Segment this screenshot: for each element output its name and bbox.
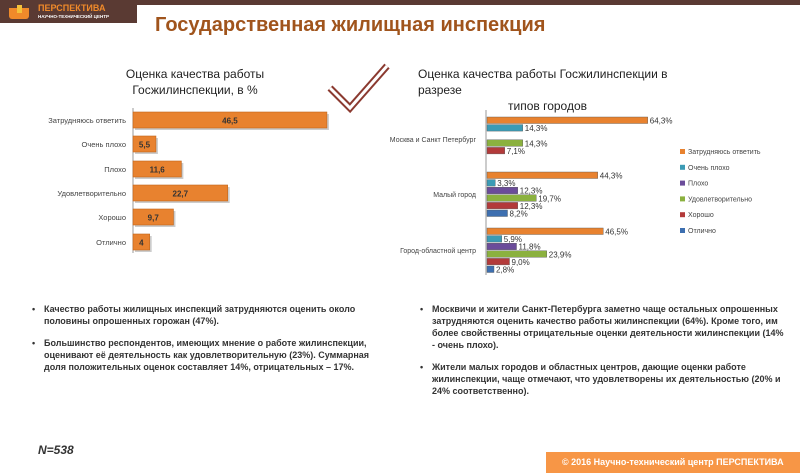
category-label: Город-областной центр [400, 247, 476, 255]
data-label: 8,2% [510, 210, 528, 219]
bar [486, 116, 648, 124]
bar [486, 171, 598, 179]
legend-swatch [680, 149, 685, 154]
legend-swatch [680, 212, 685, 218]
category-label: Хорошо [98, 213, 126, 222]
legend-swatch [680, 228, 685, 233]
category-label: Малый город [433, 191, 476, 199]
logo: ПЕРСПЕКТИВА НАУЧНО-ТЕХНИЧЕСКИЙ ЦЕНТР [0, 0, 137, 23]
data-label: 23,9% [549, 250, 572, 259]
title-line: Оценка качества работы [125, 67, 265, 81]
data-label: 46,5% [605, 228, 628, 237]
data-label: 9,7 [148, 214, 160, 223]
category-label: Удовлетворительно [57, 189, 126, 198]
data-label: 12,3% [520, 202, 543, 211]
legend-label: Хорошо [688, 212, 714, 219]
data-label: 14,3% [525, 139, 548, 148]
bar [132, 233, 150, 251]
logo-icon [9, 5, 29, 19]
bar [486, 258, 510, 266]
data-label: 11,6 [150, 166, 166, 175]
title-line: Оценка качества работы Госжилинспекции в… [418, 67, 668, 97]
data-label: 64,3% [650, 117, 673, 126]
bar [486, 250, 547, 258]
data-label: 4 [139, 239, 144, 248]
sample-size: N=538 [38, 443, 74, 457]
data-label: 3,3% [497, 179, 515, 188]
category-label: Затрудняюсь ответить [48, 116, 126, 125]
category-label: Москва и Санкт Петербург [390, 136, 477, 144]
bar [486, 147, 505, 155]
bar [132, 160, 182, 178]
category-label: Плохо [104, 165, 126, 174]
logo-subtitle: НАУЧНО-ТЕХНИЧЕСКИЙ ЦЕНТР [38, 14, 109, 19]
legend-swatch [680, 180, 685, 186]
right-chart-title: Оценка качества работы Госжилинспекции в… [400, 66, 700, 114]
category-label: Отлично [96, 238, 126, 247]
bar [132, 208, 174, 226]
bar [486, 139, 523, 147]
title-line: Госжилинспекции, в % [132, 83, 258, 97]
bar [486, 209, 508, 217]
data-label: 7,1% [507, 147, 525, 156]
bullet-text: Москвичи и жители Санкт-Петербурга замет… [418, 303, 788, 351]
footer: © 2016 Научно-технический центр ПЕРСПЕКТ… [546, 452, 800, 473]
bar [132, 184, 228, 202]
left-chart-title: Оценка качества работы Госжилинспекции, … [105, 66, 285, 98]
data-label: 5,9% [504, 235, 522, 244]
data-label: 2,8% [496, 266, 514, 275]
bullet-text: Жители малых городов и областных центров… [418, 361, 788, 397]
title-line: типов городов [508, 99, 588, 113]
bar [486, 186, 518, 194]
bar [486, 124, 523, 132]
legend-label: Удовлетворительно [688, 196, 752, 203]
bullet-text: Качество работы жилищных инспекций затру… [30, 303, 380, 327]
data-label: 11,8% [519, 243, 541, 252]
data-label: 14,3% [525, 124, 548, 133]
data-label: 44,3% [600, 172, 623, 181]
bar [486, 202, 518, 210]
bar [486, 235, 502, 243]
legend-swatch [680, 196, 685, 202]
top-bar [0, 0, 800, 5]
bar [486, 227, 604, 235]
page-title: Государственная жилищная инспекция [155, 14, 546, 36]
bullet-text: Большинство респондентов, имеющих мнение… [30, 337, 380, 373]
legend-label: Отлично [688, 228, 716, 235]
checkmark-icon [327, 63, 390, 114]
bar [132, 111, 328, 129]
legend-label: Очень плохо [688, 165, 730, 172]
data-label: 12,3% [520, 187, 543, 196]
data-label: 9,0% [512, 258, 530, 267]
right-text: Москвичи и жители Санкт-Петербурга замет… [418, 303, 788, 407]
data-label: 46,5 [222, 117, 238, 126]
legend-label: Затрудняюсь ответить [688, 149, 761, 156]
bar [486, 265, 495, 273]
bar [132, 135, 157, 153]
data-label: 19,7% [538, 194, 561, 203]
legend-swatch [680, 164, 685, 170]
bar [486, 242, 517, 250]
legend-label: Плохо [688, 181, 708, 188]
left-text: Качество работы жилищных инспекций затру… [30, 303, 380, 383]
data-label: 5,5 [139, 141, 151, 150]
data-label: 22,7 [173, 190, 189, 199]
category-label: Очень плохо [82, 140, 127, 149]
bar [486, 179, 496, 187]
bar [486, 194, 537, 202]
logo-name: ПЕРСПЕКТИВА [38, 3, 106, 13]
